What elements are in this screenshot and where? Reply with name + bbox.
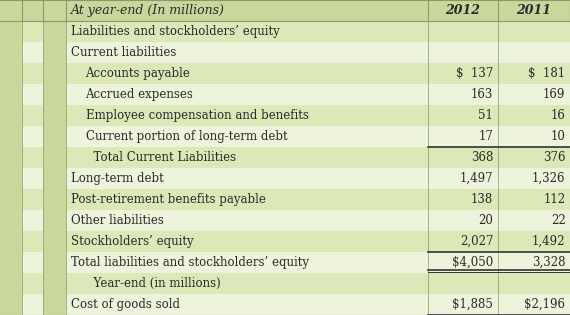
Text: Cost of goods sold: Cost of goods sold: [71, 298, 180, 311]
Text: Current portion of long-term debt: Current portion of long-term debt: [86, 130, 287, 143]
Bar: [66, 105, 570, 126]
Text: $  181: $ 181: [528, 67, 565, 80]
Text: 20: 20: [478, 214, 493, 227]
Text: 163: 163: [471, 88, 493, 101]
Text: 376: 376: [543, 151, 565, 164]
Bar: [43, 84, 66, 105]
Bar: [66, 210, 570, 231]
Bar: [0, 231, 22, 252]
Bar: [66, 168, 570, 189]
Text: 2011: 2011: [516, 4, 551, 17]
Bar: [0, 210, 22, 231]
Bar: [0, 168, 22, 189]
Text: Other liabilities: Other liabilities: [71, 214, 164, 227]
Text: 112: 112: [543, 193, 565, 206]
Bar: [0, 126, 22, 147]
Bar: [66, 231, 570, 252]
Bar: [0, 21, 22, 42]
Bar: [22, 63, 43, 84]
Bar: [66, 126, 570, 147]
Bar: [43, 105, 66, 126]
Bar: [43, 189, 66, 210]
Bar: [0, 0, 570, 21]
Text: Year-end (in millions): Year-end (in millions): [71, 277, 221, 290]
Bar: [66, 63, 570, 84]
Bar: [43, 0, 66, 21]
Bar: [22, 21, 43, 42]
Text: Accrued expenses: Accrued expenses: [86, 88, 193, 101]
Text: 169: 169: [543, 88, 565, 101]
Text: Current liabilities: Current liabilities: [71, 46, 177, 59]
Text: Accounts payable: Accounts payable: [86, 67, 190, 80]
Bar: [43, 42, 66, 63]
Text: 2012: 2012: [445, 4, 481, 17]
Bar: [22, 252, 43, 273]
Bar: [43, 21, 66, 42]
Bar: [0, 105, 22, 126]
Bar: [43, 210, 66, 231]
Bar: [43, 168, 66, 189]
Bar: [0, 42, 22, 63]
Bar: [22, 273, 43, 294]
Text: 1,326: 1,326: [532, 172, 565, 185]
Text: 2,027: 2,027: [460, 235, 493, 248]
Text: $4,050: $4,050: [452, 256, 493, 269]
Bar: [22, 210, 43, 231]
Bar: [22, 168, 43, 189]
Text: Long-term debt: Long-term debt: [71, 172, 164, 185]
Bar: [0, 294, 22, 315]
Bar: [66, 189, 570, 210]
Bar: [43, 231, 66, 252]
Text: 368: 368: [471, 151, 493, 164]
Text: 3,328: 3,328: [532, 256, 565, 269]
Bar: [22, 126, 43, 147]
Text: Post-retirement benefits payable: Post-retirement benefits payable: [71, 193, 266, 206]
Text: At year-end (In millions): At year-end (In millions): [71, 4, 225, 17]
Text: 10: 10: [551, 130, 565, 143]
Bar: [66, 294, 570, 315]
Bar: [43, 273, 66, 294]
Bar: [43, 63, 66, 84]
Bar: [0, 84, 22, 105]
Bar: [0, 273, 22, 294]
Bar: [66, 84, 570, 105]
Bar: [0, 0, 22, 21]
Text: Total Current Liabilities: Total Current Liabilities: [71, 151, 237, 164]
Bar: [66, 252, 570, 273]
Text: Total liabilities and stockholders’ equity: Total liabilities and stockholders’ equi…: [71, 256, 310, 269]
Text: 138: 138: [471, 193, 493, 206]
Bar: [22, 84, 43, 105]
Bar: [0, 147, 22, 168]
Text: 51: 51: [478, 109, 493, 122]
Bar: [43, 126, 66, 147]
Bar: [22, 147, 43, 168]
Text: 22: 22: [551, 214, 565, 227]
Text: Liabilities and stockholders’ equity: Liabilities and stockholders’ equity: [71, 25, 280, 38]
Text: $1,885: $1,885: [453, 298, 493, 311]
Bar: [0, 189, 22, 210]
Bar: [66, 273, 570, 294]
Bar: [0, 252, 22, 273]
Bar: [22, 189, 43, 210]
Text: 1,492: 1,492: [532, 235, 565, 248]
Bar: [22, 42, 43, 63]
Bar: [0, 63, 22, 84]
Bar: [43, 252, 66, 273]
Text: Employee compensation and benefits: Employee compensation and benefits: [86, 109, 308, 122]
Text: 16: 16: [551, 109, 565, 122]
Text: Stockholders’ equity: Stockholders’ equity: [71, 235, 194, 248]
Bar: [66, 42, 570, 63]
Bar: [66, 21, 570, 42]
Bar: [22, 0, 43, 21]
Text: $2,196: $2,196: [524, 298, 565, 311]
Text: 17: 17: [478, 130, 493, 143]
Bar: [43, 147, 66, 168]
Bar: [22, 105, 43, 126]
Text: $  137: $ 137: [456, 67, 493, 80]
Bar: [66, 147, 570, 168]
Bar: [43, 294, 66, 315]
Text: 1,497: 1,497: [459, 172, 493, 185]
Bar: [22, 231, 43, 252]
Bar: [22, 294, 43, 315]
